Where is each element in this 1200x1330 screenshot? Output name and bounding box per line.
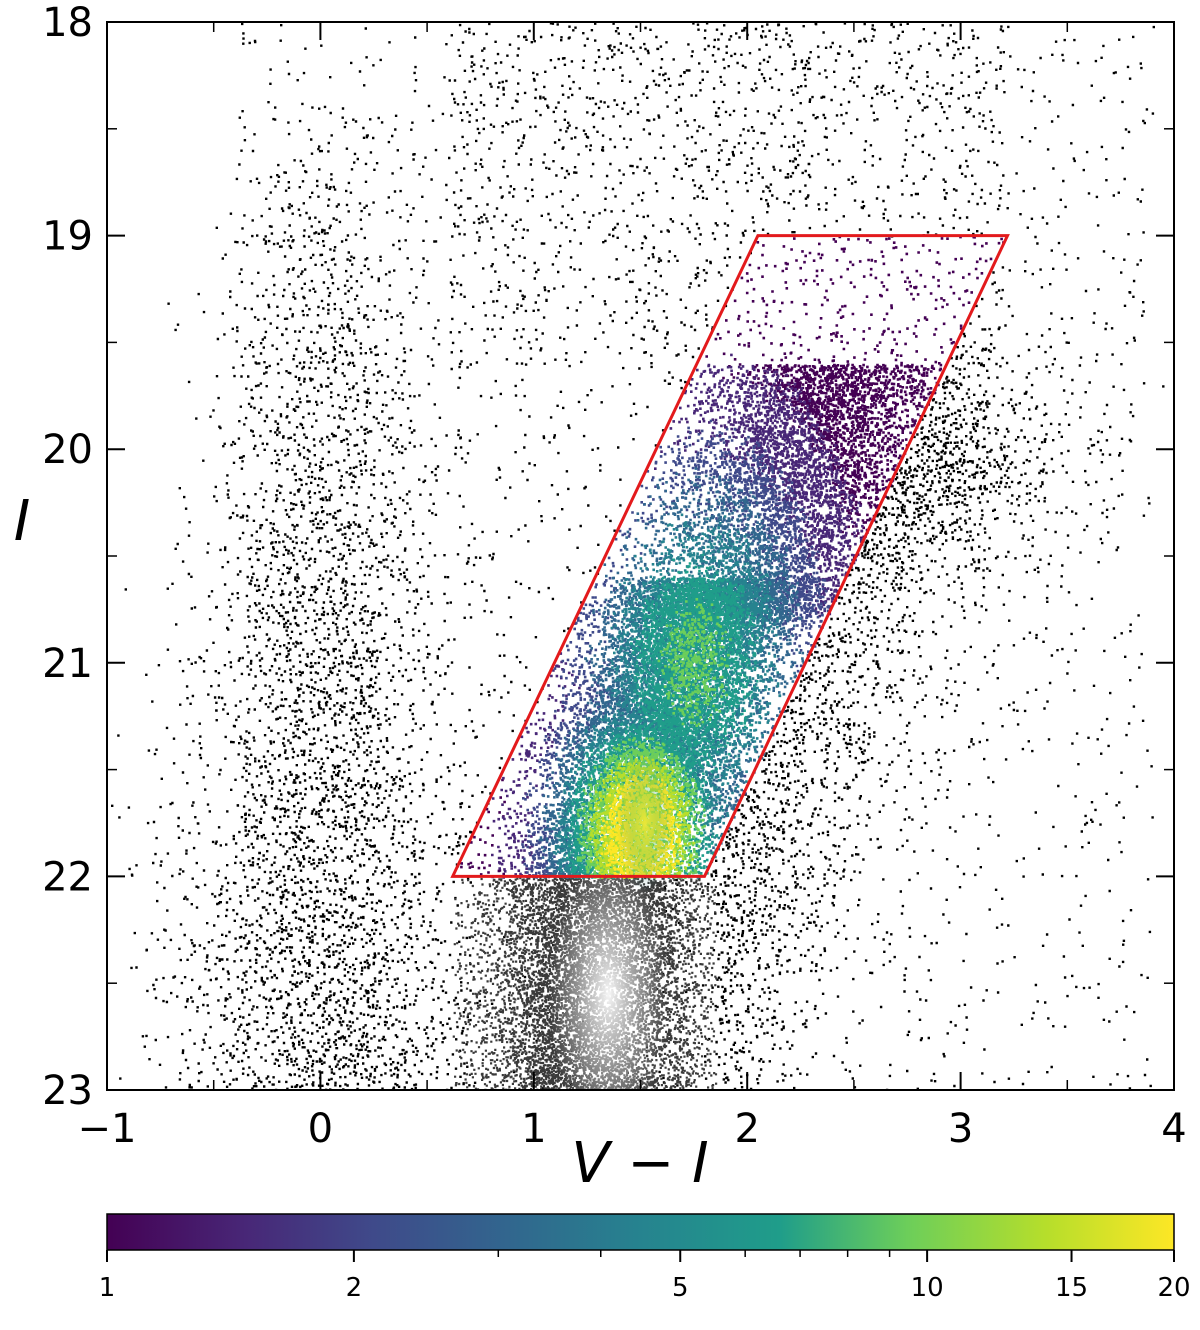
y-tick-label: 22 — [42, 854, 93, 900]
selection-density-points — [460, 235, 1005, 893]
colorbar-tick-label: 10 — [911, 1273, 944, 1303]
colorbar-tick-label: 2 — [346, 1273, 363, 1303]
x-tick-label: 2 — [734, 1106, 759, 1152]
colorbar-tick-label: 15 — [1055, 1273, 1088, 1303]
x-tick-label: 3 — [948, 1106, 973, 1152]
x-tick-label: 0 — [308, 1106, 333, 1152]
x-tick-label: −1 — [78, 1106, 137, 1152]
colorbar-tick-label: 20 — [1157, 1273, 1190, 1303]
y-tick-label: 19 — [42, 214, 93, 260]
x-axis-title: V − I — [571, 1131, 708, 1196]
selection-box — [450, 234, 1010, 878]
x-tick-label: 1 — [521, 1106, 546, 1152]
colorbar — [106, 1213, 1175, 1251]
plot-area — [107, 22, 1174, 1090]
y-tick-label: 20 — [42, 427, 93, 473]
colorbar-tick-label: 5 — [672, 1273, 689, 1303]
y-axis-ticks: 18 19 20 21 22 23 — [42, 0, 1174, 1114]
colorbar-tick-label: 1 — [99, 1273, 116, 1303]
x-tick-label: 4 — [1161, 1106, 1186, 1152]
y-axis-title: I — [14, 489, 31, 554]
y-tick-label: 18 — [42, 0, 93, 46]
colorbar-ticks: 1 2 5 10 15 20 — [99, 1250, 1191, 1303]
x-axis-ticks: −1 0 1 2 3 4 — [78, 22, 1187, 1152]
y-tick-label: 23 — [42, 1068, 93, 1114]
y-tick-label: 21 — [42, 641, 93, 687]
faint-greyscale-density — [452, 853, 718, 1090]
